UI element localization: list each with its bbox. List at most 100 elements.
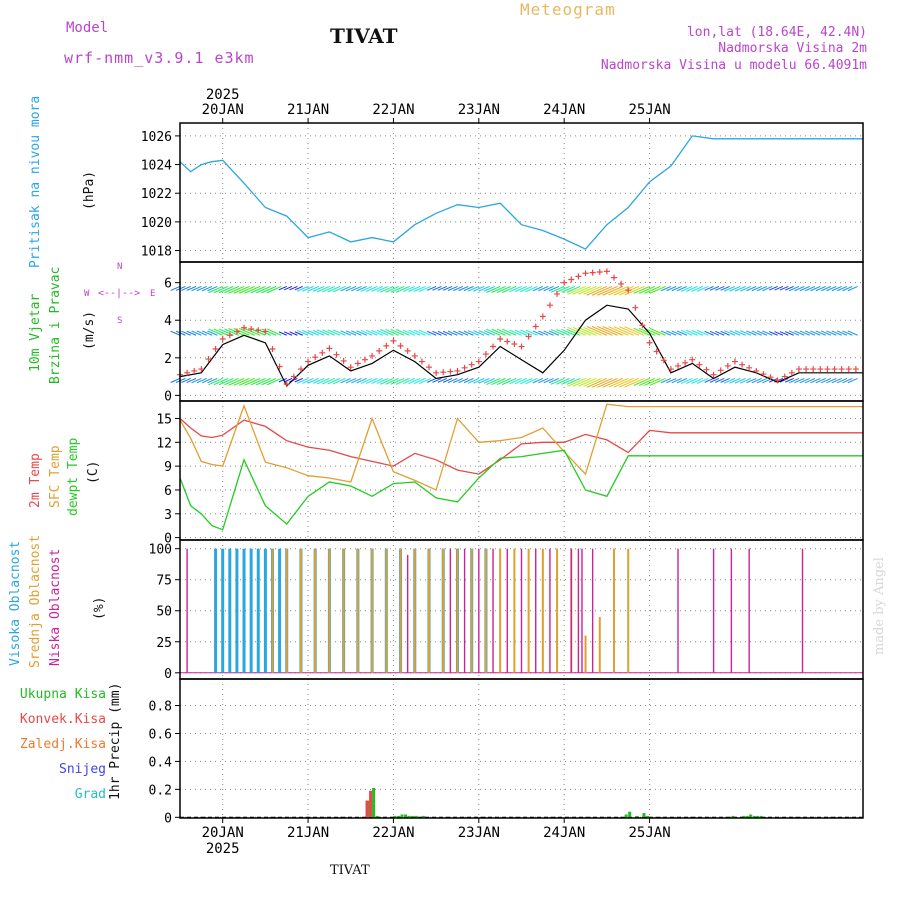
wind-arrow <box>356 330 367 336</box>
wind-arrow <box>186 285 197 291</box>
wind-arrow <box>365 285 378 292</box>
wind-arrow <box>289 285 298 291</box>
wind-arrow <box>624 326 645 336</box>
wind-arrow <box>256 285 271 294</box>
wind-arrow <box>578 285 597 295</box>
wind-arrow <box>296 285 309 292</box>
wind-arrow <box>442 330 453 336</box>
wind-arrow <box>572 326 592 336</box>
wind-arrow <box>608 285 629 296</box>
bottom-date-label: 24JAN <box>543 825 585 841</box>
wind-gust-mark <box>447 368 454 375</box>
wind-arrow <box>696 329 709 336</box>
wind-arrow <box>680 378 693 384</box>
precip-conv-bar <box>369 790 373 818</box>
wind-arrow <box>613 378 634 388</box>
wind-arrow <box>550 285 565 293</box>
wind-gust-mark <box>312 354 319 361</box>
mid-cloud-bar <box>385 548 388 673</box>
wind-arrow <box>261 285 277 294</box>
wind-gust-mark <box>369 352 376 359</box>
wind-arrow <box>566 378 581 385</box>
wind-arrow <box>213 285 229 294</box>
wind-arrow <box>224 285 239 294</box>
wind-gust-mark <box>760 371 767 378</box>
legend-grad: Grad <box>74 787 106 802</box>
wind-arrow <box>715 378 725 383</box>
wind-gust-mark <box>554 290 561 297</box>
wind-arrow <box>208 328 223 336</box>
wind-gust-mark <box>795 366 802 373</box>
wind-arrow <box>278 285 287 291</box>
legend-snow: Snijeg <box>59 762 106 777</box>
temp-sfc-line <box>179 403 863 491</box>
wind-gust-mark <box>219 336 226 343</box>
mid-cloud-bar <box>356 548 359 673</box>
bottom-date-label: 22JAN <box>372 825 414 841</box>
wind-arrow <box>751 378 762 384</box>
wind-arrow <box>402 285 415 292</box>
wind-arrow <box>548 378 560 384</box>
bottom-date-label: 25JAN <box>628 825 670 841</box>
wind-arrow <box>762 330 773 336</box>
pressure-ytick-label: 1020 <box>141 216 172 231</box>
wind-arrow <box>633 327 650 336</box>
wind-arrow <box>597 378 618 388</box>
mid-cloud-bar <box>598 616 601 673</box>
mid-cloud-bar <box>328 548 331 673</box>
wind-gust-mark <box>518 343 525 350</box>
wind-gust-mark <box>610 274 617 281</box>
wind-arrow <box>514 285 528 293</box>
wind-gust-mark <box>262 328 269 335</box>
wind-gust-mark <box>532 323 539 330</box>
wind-arrow <box>756 378 768 384</box>
wind-arrow <box>810 378 821 384</box>
pressure-ytick-label: 1022 <box>141 187 172 202</box>
wind-arrow <box>769 285 778 291</box>
wind-arrow <box>426 330 437 336</box>
wind-arrow <box>294 378 303 383</box>
wind-ytick-label: 0 <box>164 389 172 404</box>
wind-arrow <box>213 328 229 336</box>
wind-ytick-label: 4 <box>164 314 172 329</box>
temperature-ytick-label: 3 <box>164 508 172 523</box>
wind-arrow <box>332 329 346 336</box>
wind-arrow <box>340 285 351 292</box>
wind-arrow <box>207 330 218 336</box>
wind-arrow <box>250 378 266 386</box>
precip-total-bar <box>759 815 763 818</box>
wind-arrow <box>413 378 426 384</box>
precip-total-bar <box>756 815 760 818</box>
wind-arrow <box>779 378 789 383</box>
mid-cloud-bar <box>627 548 630 673</box>
wind-arrow <box>365 329 378 336</box>
wind-arrow <box>266 285 282 294</box>
low-cloud-bar <box>549 548 551 673</box>
wind-arrow <box>729 330 741 336</box>
wind-gust-mark <box>233 328 240 335</box>
wind-gust-mark <box>724 362 731 369</box>
wind-arrow <box>426 378 437 383</box>
wind-arrow <box>483 378 496 384</box>
wind-arrow <box>345 330 357 336</box>
clouds-ytick-label: 50 <box>156 605 172 620</box>
pressure-ytick-label: 1026 <box>141 130 172 145</box>
wind-arrow <box>294 331 303 336</box>
wind-arrow <box>831 285 842 292</box>
wind-arrow <box>769 331 778 336</box>
wind-arrow <box>207 378 218 384</box>
wind-arrow <box>284 331 293 336</box>
precip-total-bar <box>635 815 639 818</box>
wind-arrow <box>390 285 405 293</box>
temperature-ytick-label: 15 <box>156 412 172 427</box>
wind-arrow <box>453 378 464 384</box>
wind-arrow <box>671 330 682 336</box>
wind-arrow <box>788 285 800 292</box>
top-date-label: 24JAN <box>543 102 585 118</box>
wind-arrow <box>785 285 794 291</box>
wind-arrow <box>572 378 592 387</box>
low-cloud-bar <box>591 548 594 673</box>
wind-arrow <box>591 325 613 336</box>
wind-arrow <box>340 378 351 384</box>
wind-arrow <box>413 285 426 292</box>
